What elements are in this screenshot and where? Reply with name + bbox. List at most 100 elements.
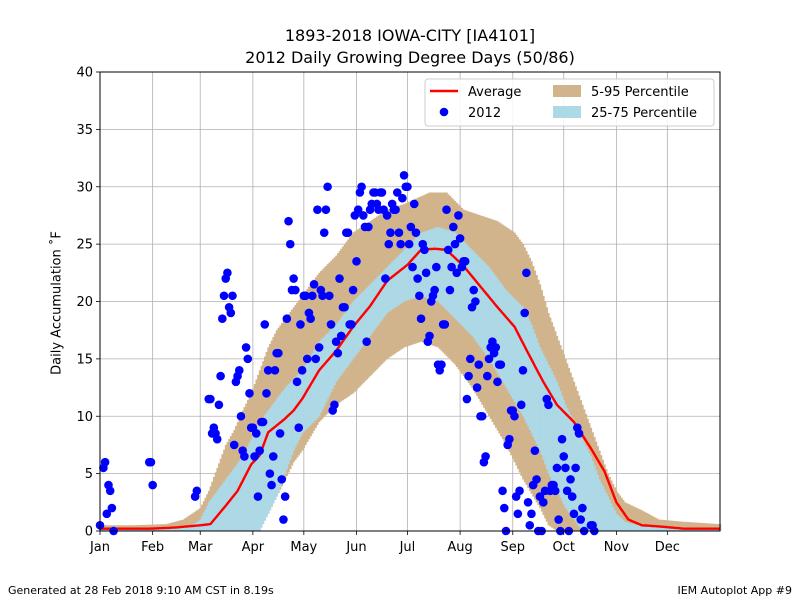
- point-2012: [302, 354, 312, 364]
- point-2012: [226, 308, 236, 318]
- band-bar: [443, 229, 447, 309]
- legend-marker-swatch: [439, 107, 449, 117]
- point-2012: [234, 366, 244, 375]
- band-bar: [693, 522, 696, 531]
- y-tick-label: 10: [76, 410, 93, 425]
- point-2012: [566, 475, 575, 484]
- band-bar: [393, 260, 396, 309]
- band-bar: [297, 373, 300, 441]
- band-bar: [661, 519, 664, 531]
- band-bar: [182, 526, 185, 531]
- point-2012: [421, 268, 431, 278]
- band-bar: [236, 463, 239, 531]
- band-bar: [287, 384, 290, 465]
- band-bar: [634, 507, 637, 531]
- band-bar: [233, 467, 236, 531]
- point-2012: [192, 486, 202, 496]
- band-bar: [394, 258, 397, 308]
- point-2012: [571, 463, 580, 473]
- point-2012: [311, 354, 321, 364]
- legend-patch-swatch: [553, 85, 581, 97]
- point-2012: [578, 503, 587, 513]
- point-2012: [377, 188, 387, 197]
- band-bar: [423, 231, 426, 297]
- band-bar: [255, 428, 258, 531]
- point-2012: [228, 291, 237, 301]
- point-2012: [498, 486, 507, 496]
- band-bar: [376, 277, 379, 327]
- band-bar: [396, 256, 399, 307]
- band-bar: [180, 519, 183, 531]
- band-bar: [666, 527, 669, 531]
- point-2012: [289, 274, 298, 283]
- legend-box: [424, 78, 715, 127]
- point-2012: [454, 211, 463, 220]
- band-bar: [442, 228, 445, 307]
- band-bar: [603, 489, 606, 531]
- band-bar: [467, 246, 470, 333]
- band-bar: [669, 527, 672, 531]
- band-bar: [549, 368, 552, 478]
- point-2012: [554, 515, 563, 524]
- point-2012: [325, 291, 334, 301]
- point-2012: [347, 320, 356, 329]
- band-bar: [644, 512, 647, 531]
- band-bar: [673, 520, 676, 531]
- point-2012: [241, 343, 251, 352]
- band-bar: [175, 526, 178, 531]
- band-bar: [523, 310, 526, 420]
- band-bar: [250, 439, 253, 531]
- point-2012: [527, 509, 536, 519]
- x-tick-label: Dec: [655, 540, 680, 555]
- band-bar: [374, 279, 377, 330]
- band-bar: [185, 517, 188, 531]
- band-bar: [681, 521, 684, 531]
- band-bar: [601, 486, 605, 531]
- band-bar: [187, 525, 190, 531]
- point-2012: [409, 199, 419, 209]
- band-bar: [365, 287, 368, 341]
- point-2012: [522, 268, 531, 278]
- band-bar: [567, 411, 571, 513]
- band-bar: [511, 296, 515, 400]
- band-bar: [399, 253, 402, 304]
- legend-label: 2012: [468, 106, 501, 121]
- point-2012: [550, 486, 560, 496]
- band-bar: [331, 327, 334, 389]
- band-bar: [630, 523, 633, 531]
- band-bar: [591, 461, 594, 531]
- band-bar: [494, 276, 498, 371]
- band-bar: [532, 329, 535, 437]
- band-bar: [642, 526, 645, 531]
- band-bar: [204, 509, 207, 531]
- point-2012: [384, 239, 394, 249]
- point-2012: [452, 268, 462, 278]
- point-2012: [391, 205, 400, 214]
- point-2012: [267, 480, 276, 490]
- point-2012: [411, 228, 421, 237]
- band-bar: [302, 367, 306, 432]
- band-bar: [197, 509, 200, 531]
- band-bar: [387, 265, 391, 312]
- x-tick-label: Feb: [141, 540, 164, 555]
- point-2012: [285, 239, 295, 249]
- band-bar: [274, 401, 277, 501]
- band-bar: [231, 470, 234, 531]
- band-bar: [552, 374, 555, 484]
- band-bar: [218, 488, 221, 531]
- point-2012: [471, 297, 480, 306]
- band-bar: [370, 282, 374, 334]
- point-2012: [262, 389, 271, 398]
- band-bar: [313, 350, 316, 422]
- point-2012: [403, 182, 412, 192]
- band-bar: [294, 377, 297, 448]
- point-2012: [268, 452, 278, 461]
- band-bar: [258, 421, 261, 531]
- point-2012: [343, 228, 353, 237]
- band-bar: [462, 241, 465, 328]
- point-2012: [277, 475, 287, 484]
- point-2012: [306, 314, 315, 324]
- point-2012: [544, 400, 553, 410]
- band-bar: [314, 347, 317, 420]
- point-2012: [362, 337, 371, 346]
